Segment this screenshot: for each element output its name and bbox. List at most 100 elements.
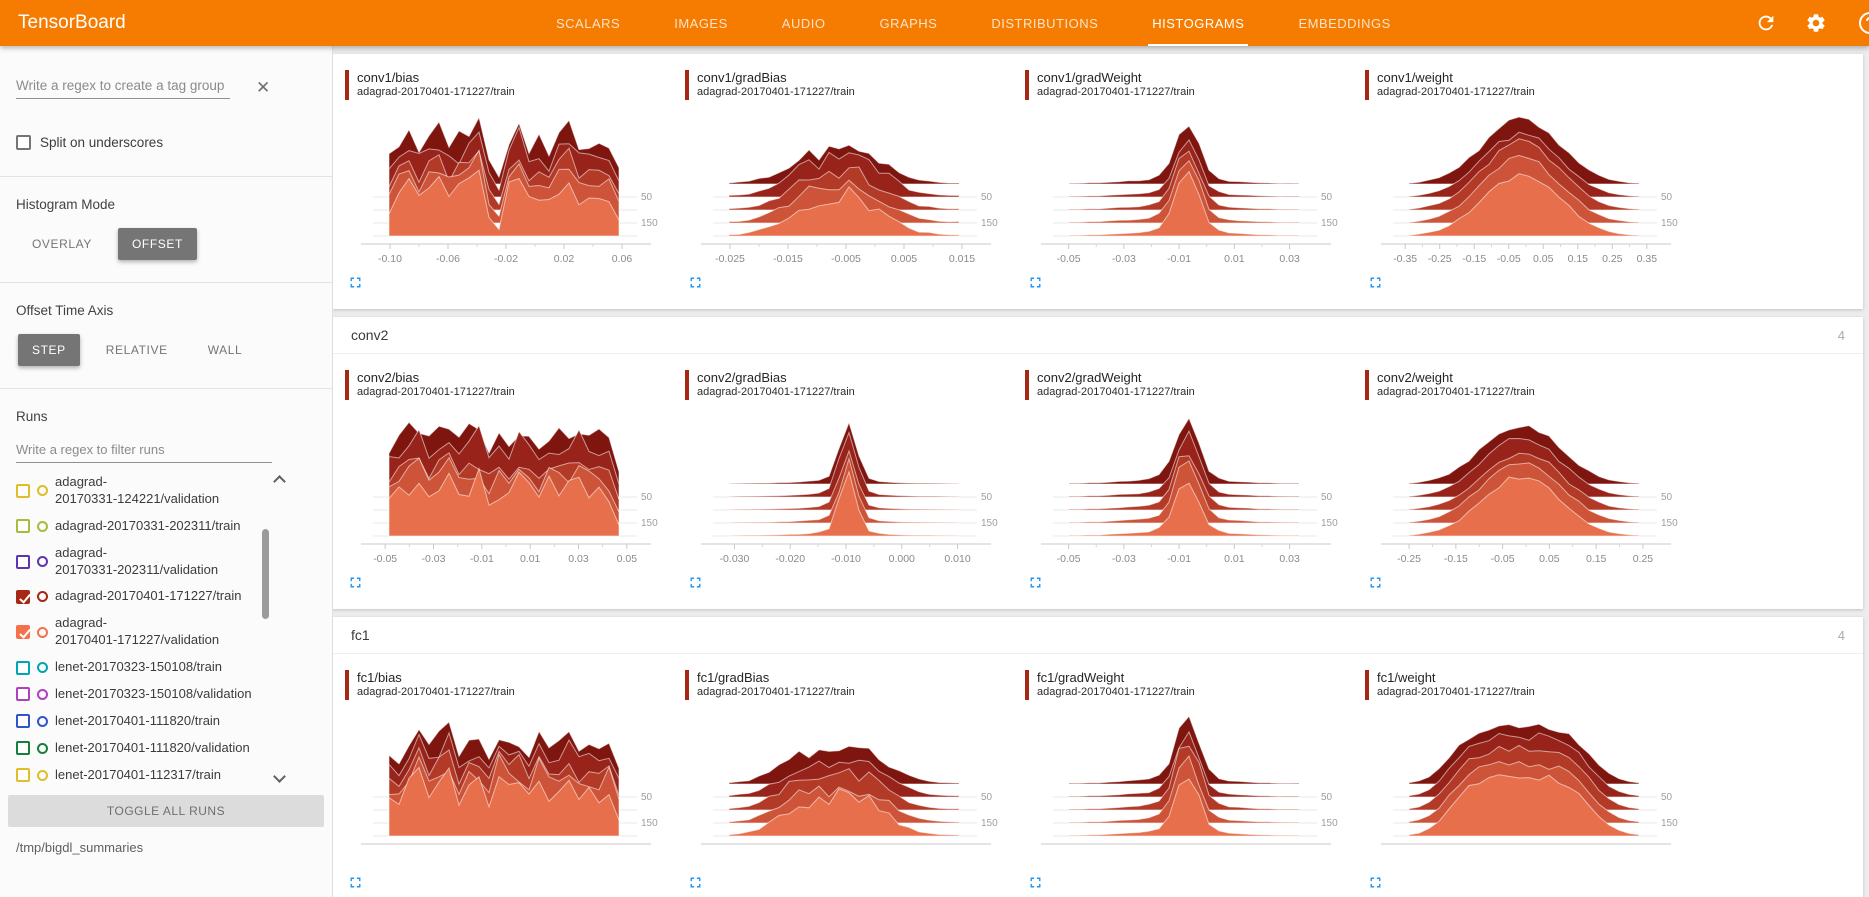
runs-scrollbar-thumb[interactable] — [262, 529, 269, 619]
run-checkbox[interactable] — [16, 714, 30, 729]
gear-icon[interactable] — [1805, 12, 1827, 34]
run-color-radio[interactable] — [37, 485, 48, 497]
card-header: fc1/bias adagrad-20170401-171227/train — [345, 670, 675, 700]
offset-button[interactable]: OFFSET — [118, 228, 197, 260]
run-color-radio[interactable] — [37, 769, 48, 781]
histogram-chart[interactable]: 50 150 -0.025 -0.015 -0.005 0.005 0.015 — [685, 102, 1007, 270]
expand-icon[interactable] — [347, 874, 364, 891]
svg-text:50: 50 — [1661, 492, 1673, 503]
run-row[interactable]: lenet-20170323-150108/train — [16, 654, 266, 681]
group-header-conv2[interactable]: conv2 4 — [333, 317, 1863, 354]
expand-icon[interactable] — [1027, 274, 1044, 291]
offset-time-axis-label: Offset Time Axis — [16, 303, 114, 318]
svg-text:-0.35: -0.35 — [1393, 253, 1417, 265]
run-checkbox[interactable] — [16, 483, 30, 498]
svg-text:-0.030: -0.030 — [720, 553, 750, 565]
refresh-icon[interactable] — [1755, 12, 1777, 34]
group-name: conv2 — [351, 327, 389, 343]
run-color-radio[interactable] — [37, 626, 48, 638]
help-icon[interactable] — [1858, 11, 1869, 35]
expand-icon[interactable] — [687, 274, 704, 291]
histogram-chart[interactable]: 50 150 — [1025, 702, 1347, 870]
run-checkbox[interactable] — [16, 519, 30, 534]
group-header-fc1[interactable]: fc1 4 — [333, 617, 1863, 654]
card-accent-bar — [1365, 670, 1369, 700]
run-row[interactable]: lenet-20170401-111820/train — [16, 708, 266, 735]
histogram-card: fc1/gradWeight adagrad-20170401-171227/t… — [1025, 670, 1355, 897]
expand-icon[interactable] — [1027, 874, 1044, 891]
overlay-button[interactable]: OVERLAY — [18, 228, 106, 260]
expand-icon[interactable] — [1367, 874, 1384, 891]
svg-text:0.15: 0.15 — [1568, 253, 1589, 265]
run-row[interactable]: lenet-20170323-150108/validation — [16, 681, 266, 708]
card-header: conv2/bias adagrad-20170401-171227/train — [345, 370, 675, 400]
svg-text:50: 50 — [641, 792, 653, 803]
tab-embeddings[interactable]: EMBEDDINGS — [1298, 15, 1391, 31]
histogram-chart[interactable]: 50 150 -0.35 -0.25 -0.15 -0.05 0.05 0.15 0.25 0.3… — [1365, 102, 1687, 270]
run-row[interactable]: adagrad- 20170331-202311/validation — [16, 540, 266, 584]
toggle-all-runs-button[interactable]: TOGGLE ALL RUNS — [8, 795, 324, 827]
expand-icon[interactable] — [1367, 574, 1384, 591]
tab-histograms[interactable]: HISTOGRAMS — [1148, 0, 1249, 46]
histogram-chart[interactable]: 50 150 -0.05 -0.03 -0.01 0.01 0.03 — [1025, 102, 1347, 270]
run-color-radio[interactable] — [37, 591, 48, 603]
histogram-chart[interactable]: 50 150 -0.05 -0.03 -0.01 0.01 0.03 — [1025, 402, 1347, 570]
run-color-radio[interactable] — [37, 662, 48, 674]
histogram-chart[interactable]: 50 150 — [345, 702, 667, 870]
scroll-up-icon[interactable] — [273, 475, 286, 488]
run-checkbox[interactable] — [16, 768, 30, 783]
tab-scalars[interactable]: SCALARS — [556, 15, 621, 31]
svg-text:50: 50 — [1321, 492, 1333, 503]
scroll-down-icon[interactable] — [273, 770, 286, 783]
run-color-radio[interactable] — [37, 556, 48, 568]
svg-text:50: 50 — [1321, 192, 1333, 203]
histogram-chart[interactable]: 50 150 — [1365, 702, 1687, 870]
step-button[interactable]: STEP — [18, 334, 80, 366]
tab-images[interactable]: IMAGES — [674, 15, 728, 31]
close-icon[interactable]: ✕ — [256, 78, 271, 97]
runs-filter-input[interactable] — [16, 438, 272, 463]
expand-icon[interactable] — [347, 574, 364, 591]
run-row[interactable]: adagrad- 20170401-171227/validation — [16, 610, 266, 654]
wall-button[interactable]: WALL — [194, 334, 257, 366]
card-title: fc1/gradBias — [697, 670, 770, 685]
split-checkbox[interactable] — [16, 135, 31, 150]
run-checkbox[interactable] — [16, 687, 30, 702]
run-checkbox[interactable] — [16, 625, 30, 640]
run-row[interactable]: lenet-20170401-111820/validation — [16, 735, 266, 762]
card-header: conv1/weight adagrad-20170401-171227/tra… — [1365, 70, 1695, 100]
run-row[interactable]: adagrad-20170331-202311/train — [16, 513, 266, 540]
tab-graphs[interactable]: GRAPHS — [879, 15, 938, 31]
tag-filter-input[interactable] — [16, 74, 230, 99]
expand-icon[interactable] — [347, 274, 364, 291]
run-color-radio[interactable] — [37, 688, 48, 700]
tab-audio[interactable]: AUDIO — [781, 15, 826, 31]
expand-icon[interactable] — [1027, 574, 1044, 591]
expand-icon[interactable] — [1367, 274, 1384, 291]
svg-text:-0.25: -0.25 — [1397, 553, 1421, 565]
expand-icon[interactable] — [687, 574, 704, 591]
run-color-radio[interactable] — [37, 742, 48, 754]
run-checkbox[interactable] — [16, 589, 30, 604]
run-row[interactable]: adagrad- 20170331-124221/validation — [16, 469, 266, 513]
split-on-underscores-row[interactable]: Split on underscores — [16, 135, 316, 150]
card-run: adagrad-20170401-171227/train — [357, 86, 515, 99]
histogram-chart[interactable]: 50 150 — [685, 702, 1007, 870]
relative-button[interactable]: RELATIVE — [92, 334, 182, 366]
run-checkbox[interactable] — [16, 741, 30, 756]
tag-group-fc1: fc1 4 fc1/bias adagrad-20170401-171227/t… — [333, 617, 1863, 897]
expand-icon[interactable] — [687, 874, 704, 891]
run-color-radio[interactable] — [37, 520, 48, 532]
tab-distributions[interactable]: DISTRIBUTIONS — [991, 15, 1099, 31]
histogram-chart[interactable]: 50 150 -0.05 -0.03 -0.01 0.01 0.03 0.05 — [345, 402, 667, 570]
histogram-chart[interactable]: 50 150 -0.030 -0.020 -0.010 0.000 0.010 — [685, 402, 1007, 570]
runs-label: Runs — [16, 409, 48, 424]
svg-text:-0.020: -0.020 — [775, 553, 805, 565]
run-row[interactable]: lenet-20170401-112317/train — [16, 762, 266, 789]
histogram-chart[interactable]: 50 150 -0.10 -0.06 -0.02 0.02 0.06 — [345, 102, 667, 270]
run-color-radio[interactable] — [37, 715, 48, 727]
run-checkbox[interactable] — [16, 554, 30, 569]
histogram-chart[interactable]: 50 150 -0.25 -0.15 -0.05 0.05 0.15 0.25 — [1365, 402, 1687, 570]
run-checkbox[interactable] — [16, 660, 30, 675]
run-row[interactable]: adagrad-20170401-171227/train — [16, 583, 266, 610]
